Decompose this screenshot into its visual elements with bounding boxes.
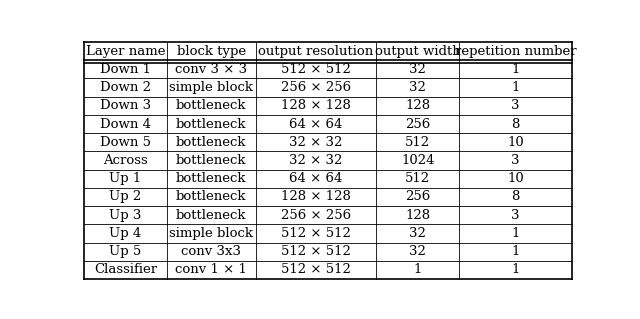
Text: Across: Across	[103, 154, 148, 167]
Text: Down 3: Down 3	[100, 99, 151, 112]
Text: 32: 32	[410, 63, 426, 76]
Text: 64 × 64: 64 × 64	[289, 117, 342, 130]
Text: 256 × 256: 256 × 256	[281, 81, 351, 94]
Text: simple block: simple block	[170, 227, 253, 240]
Text: 10: 10	[508, 136, 524, 149]
Text: Classifier: Classifier	[94, 263, 157, 276]
Text: Up 5: Up 5	[109, 245, 141, 258]
Text: 32: 32	[410, 81, 426, 94]
Text: 256 × 256: 256 × 256	[281, 209, 351, 222]
Text: bottleneck: bottleneck	[176, 172, 246, 185]
Text: bottleneck: bottleneck	[176, 117, 246, 130]
Text: Down 2: Down 2	[100, 81, 151, 94]
Text: 1: 1	[511, 81, 520, 94]
Text: 128: 128	[405, 209, 430, 222]
Text: 8: 8	[511, 117, 520, 130]
Text: bottleneck: bottleneck	[176, 136, 246, 149]
Text: Down 5: Down 5	[100, 136, 151, 149]
Text: repetition number: repetition number	[455, 45, 577, 58]
Text: 1: 1	[511, 263, 520, 276]
Text: 128 × 128: 128 × 128	[281, 190, 351, 204]
Text: 128: 128	[405, 99, 430, 112]
Text: Down 1: Down 1	[100, 63, 151, 76]
Text: Down 4: Down 4	[100, 117, 151, 130]
Text: Up 3: Up 3	[109, 209, 141, 222]
Text: 3: 3	[511, 154, 520, 167]
Text: bottleneck: bottleneck	[176, 209, 246, 222]
Text: 32: 32	[410, 227, 426, 240]
Text: 32 × 32: 32 × 32	[289, 136, 342, 149]
Text: simple block: simple block	[170, 81, 253, 94]
Text: Up 4: Up 4	[109, 227, 141, 240]
Text: 3: 3	[511, 209, 520, 222]
Text: 1: 1	[511, 245, 520, 258]
Text: block type: block type	[177, 45, 246, 58]
Text: Up 1: Up 1	[109, 172, 141, 185]
Text: conv 3 × 3: conv 3 × 3	[175, 63, 248, 76]
Text: bottleneck: bottleneck	[176, 154, 246, 167]
Text: 512 × 512: 512 × 512	[281, 227, 351, 240]
Text: output resolution: output resolution	[259, 45, 374, 58]
Text: output width: output width	[375, 45, 461, 58]
Text: 32: 32	[410, 245, 426, 258]
Text: Up 2: Up 2	[109, 190, 141, 204]
Text: 1: 1	[413, 263, 422, 276]
Text: 10: 10	[508, 172, 524, 185]
Text: 3: 3	[511, 99, 520, 112]
Text: 512: 512	[405, 136, 430, 149]
Text: 256: 256	[405, 117, 431, 130]
Text: 512 × 512: 512 × 512	[281, 263, 351, 276]
Text: 1: 1	[511, 227, 520, 240]
Text: 32 × 32: 32 × 32	[289, 154, 342, 167]
Text: 512 × 512: 512 × 512	[281, 245, 351, 258]
Text: 64 × 64: 64 × 64	[289, 172, 342, 185]
Text: 8: 8	[511, 190, 520, 204]
Text: 512: 512	[405, 172, 430, 185]
Text: 1: 1	[511, 63, 520, 76]
Text: 128 × 128: 128 × 128	[281, 99, 351, 112]
Text: Layer name: Layer name	[86, 45, 165, 58]
Text: 256: 256	[405, 190, 431, 204]
Text: conv 3x3: conv 3x3	[181, 245, 241, 258]
Text: bottleneck: bottleneck	[176, 190, 246, 204]
Text: 1024: 1024	[401, 154, 435, 167]
Text: 512 × 512: 512 × 512	[281, 63, 351, 76]
Text: bottleneck: bottleneck	[176, 99, 246, 112]
Text: conv 1 × 1: conv 1 × 1	[175, 263, 247, 276]
